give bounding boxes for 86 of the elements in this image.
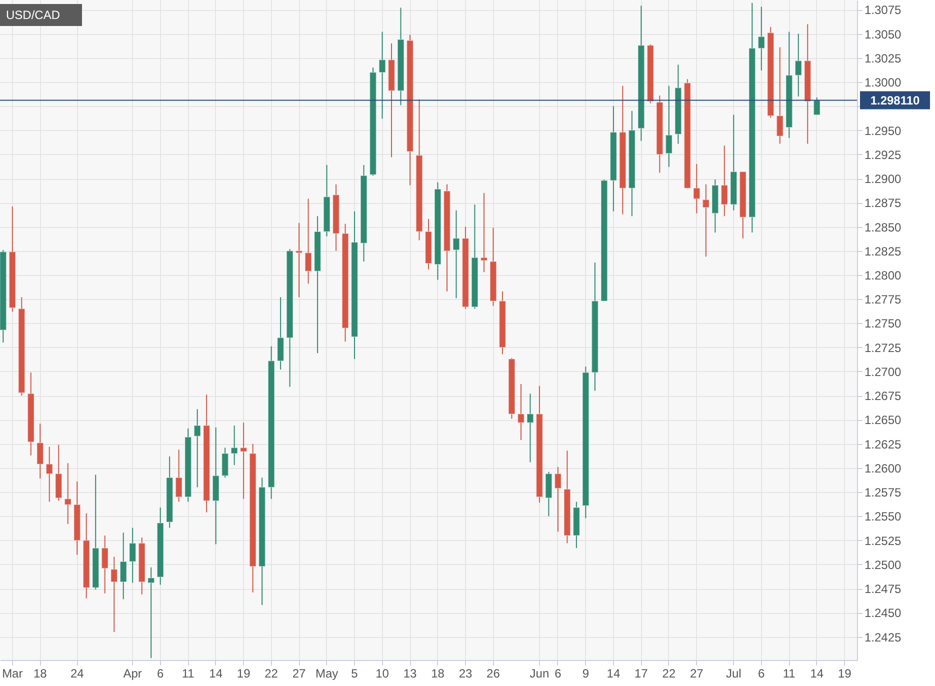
candlestick	[776, 46, 784, 144]
candlestick	[240, 422, 248, 500]
candlestick	[64, 462, 72, 524]
x-tick-label: 23	[458, 666, 472, 680]
y-tick-label: 1.2925	[864, 148, 902, 162]
x-tick-label: 27	[292, 666, 306, 680]
candlestick	[517, 384, 525, 440]
x-tick-label: 6	[156, 666, 164, 680]
x-tick-label: 18	[33, 666, 48, 680]
x-tick-label: 22	[264, 666, 278, 680]
candlestick	[813, 96, 820, 116]
y-tick-label: 1.2525	[864, 534, 902, 548]
x-tick-label: 5	[351, 666, 358, 680]
y-tick-label: 1.3000	[864, 76, 902, 90]
candlestick	[277, 296, 284, 370]
x-tick-label: 14	[209, 666, 223, 680]
y-tick-label: 1.2575	[864, 486, 902, 500]
y-tick-label: 1.2800	[864, 268, 902, 282]
x-tick-label: 14	[606, 666, 620, 680]
candlestick	[702, 184, 710, 258]
candlestick	[452, 210, 460, 299]
candlestick	[526, 393, 534, 463]
candlestick	[758, 6, 765, 71]
text: USD/CAD	[0, 4, 82, 26]
candlestick	[46, 446, 53, 502]
y-tick-label: 1.2600	[864, 461, 902, 476]
x-tick-label: 18	[431, 666, 445, 680]
candlestick	[480, 192, 488, 273]
y-tick-label: 1.2475	[864, 582, 902, 596]
x-tick-label: 24	[70, 666, 84, 680]
candlestick	[230, 425, 238, 466]
x-tick-label: 10	[376, 666, 390, 680]
candlestick	[120, 532, 127, 600]
candlestick	[794, 33, 802, 97]
x-tick-label: Jun	[530, 666, 550, 680]
candlestick	[129, 527, 136, 584]
ref-line-label: 1.298110	[870, 93, 920, 108]
candlestick	[304, 198, 312, 284]
y-tick-label: 1.2700	[864, 364, 902, 379]
x-tick-label: 19	[838, 666, 852, 680]
candlestick	[720, 145, 728, 217]
y-tick-label: 1.3025	[864, 51, 902, 66]
x-tick-label: Mar	[2, 666, 23, 680]
y-tick-label: 1.2950	[864, 124, 902, 138]
x-tick-label: 27	[690, 666, 704, 680]
y-tick-label: 1.2900	[864, 172, 902, 186]
candlestick	[554, 466, 562, 532]
y-tick-label: 1.2500	[864, 558, 902, 572]
x-tick-label: 17	[634, 666, 648, 680]
x-tick-label: 6	[554, 666, 562, 680]
y-tick-label: 1.2450	[864, 606, 902, 620]
y-tick-label: 1.2550	[864, 510, 902, 524]
y-tick-label: 1.2875	[864, 196, 902, 210]
x-tick-label: 19	[236, 666, 251, 680]
y-tick-label: 1.2750	[864, 316, 902, 331]
y-tick-label: 1.2675	[864, 389, 902, 404]
candlestick	[665, 85, 672, 168]
x-tick-label: 13	[403, 666, 417, 680]
x-tick-label: 6	[758, 666, 766, 680]
y-tick-label: 1.3075	[864, 3, 902, 18]
y-tick-label: 1.3050	[864, 27, 902, 42]
candlestick	[222, 447, 229, 478]
x-tick-label: 26	[486, 666, 500, 680]
x-tick-label: 14	[810, 666, 824, 680]
candlestick	[101, 535, 108, 594]
y-tick-label: 1.2650	[864, 413, 902, 428]
candlestick	[693, 164, 700, 214]
candlestick	[378, 31, 386, 120]
x-tick-label: 22	[662, 666, 676, 680]
candlestick	[296, 222, 303, 298]
candlestick	[110, 556, 118, 633]
candlestick	[175, 449, 182, 502]
x-tick-label: Jul	[726, 666, 742, 680]
y-tick-label: 1.2825	[864, 244, 902, 258]
y-tick-label: 1.2775	[864, 292, 902, 307]
y-tick-label: 1.2625	[864, 437, 902, 452]
x-tick-label: 11	[782, 666, 796, 680]
x-tick-label: Apr	[123, 666, 142, 680]
candlestick	[36, 423, 44, 480]
x-tick-label: 11	[182, 666, 195, 680]
y-tick-label: 1.2725	[864, 340, 902, 355]
candlestick	[194, 408, 201, 488]
y-tick-label: 1.2850	[864, 220, 902, 234]
x-tick-label: 9	[582, 666, 590, 680]
y-tick-label: 1.2425	[864, 630, 902, 644]
x-tick-label: May	[315, 666, 338, 680]
